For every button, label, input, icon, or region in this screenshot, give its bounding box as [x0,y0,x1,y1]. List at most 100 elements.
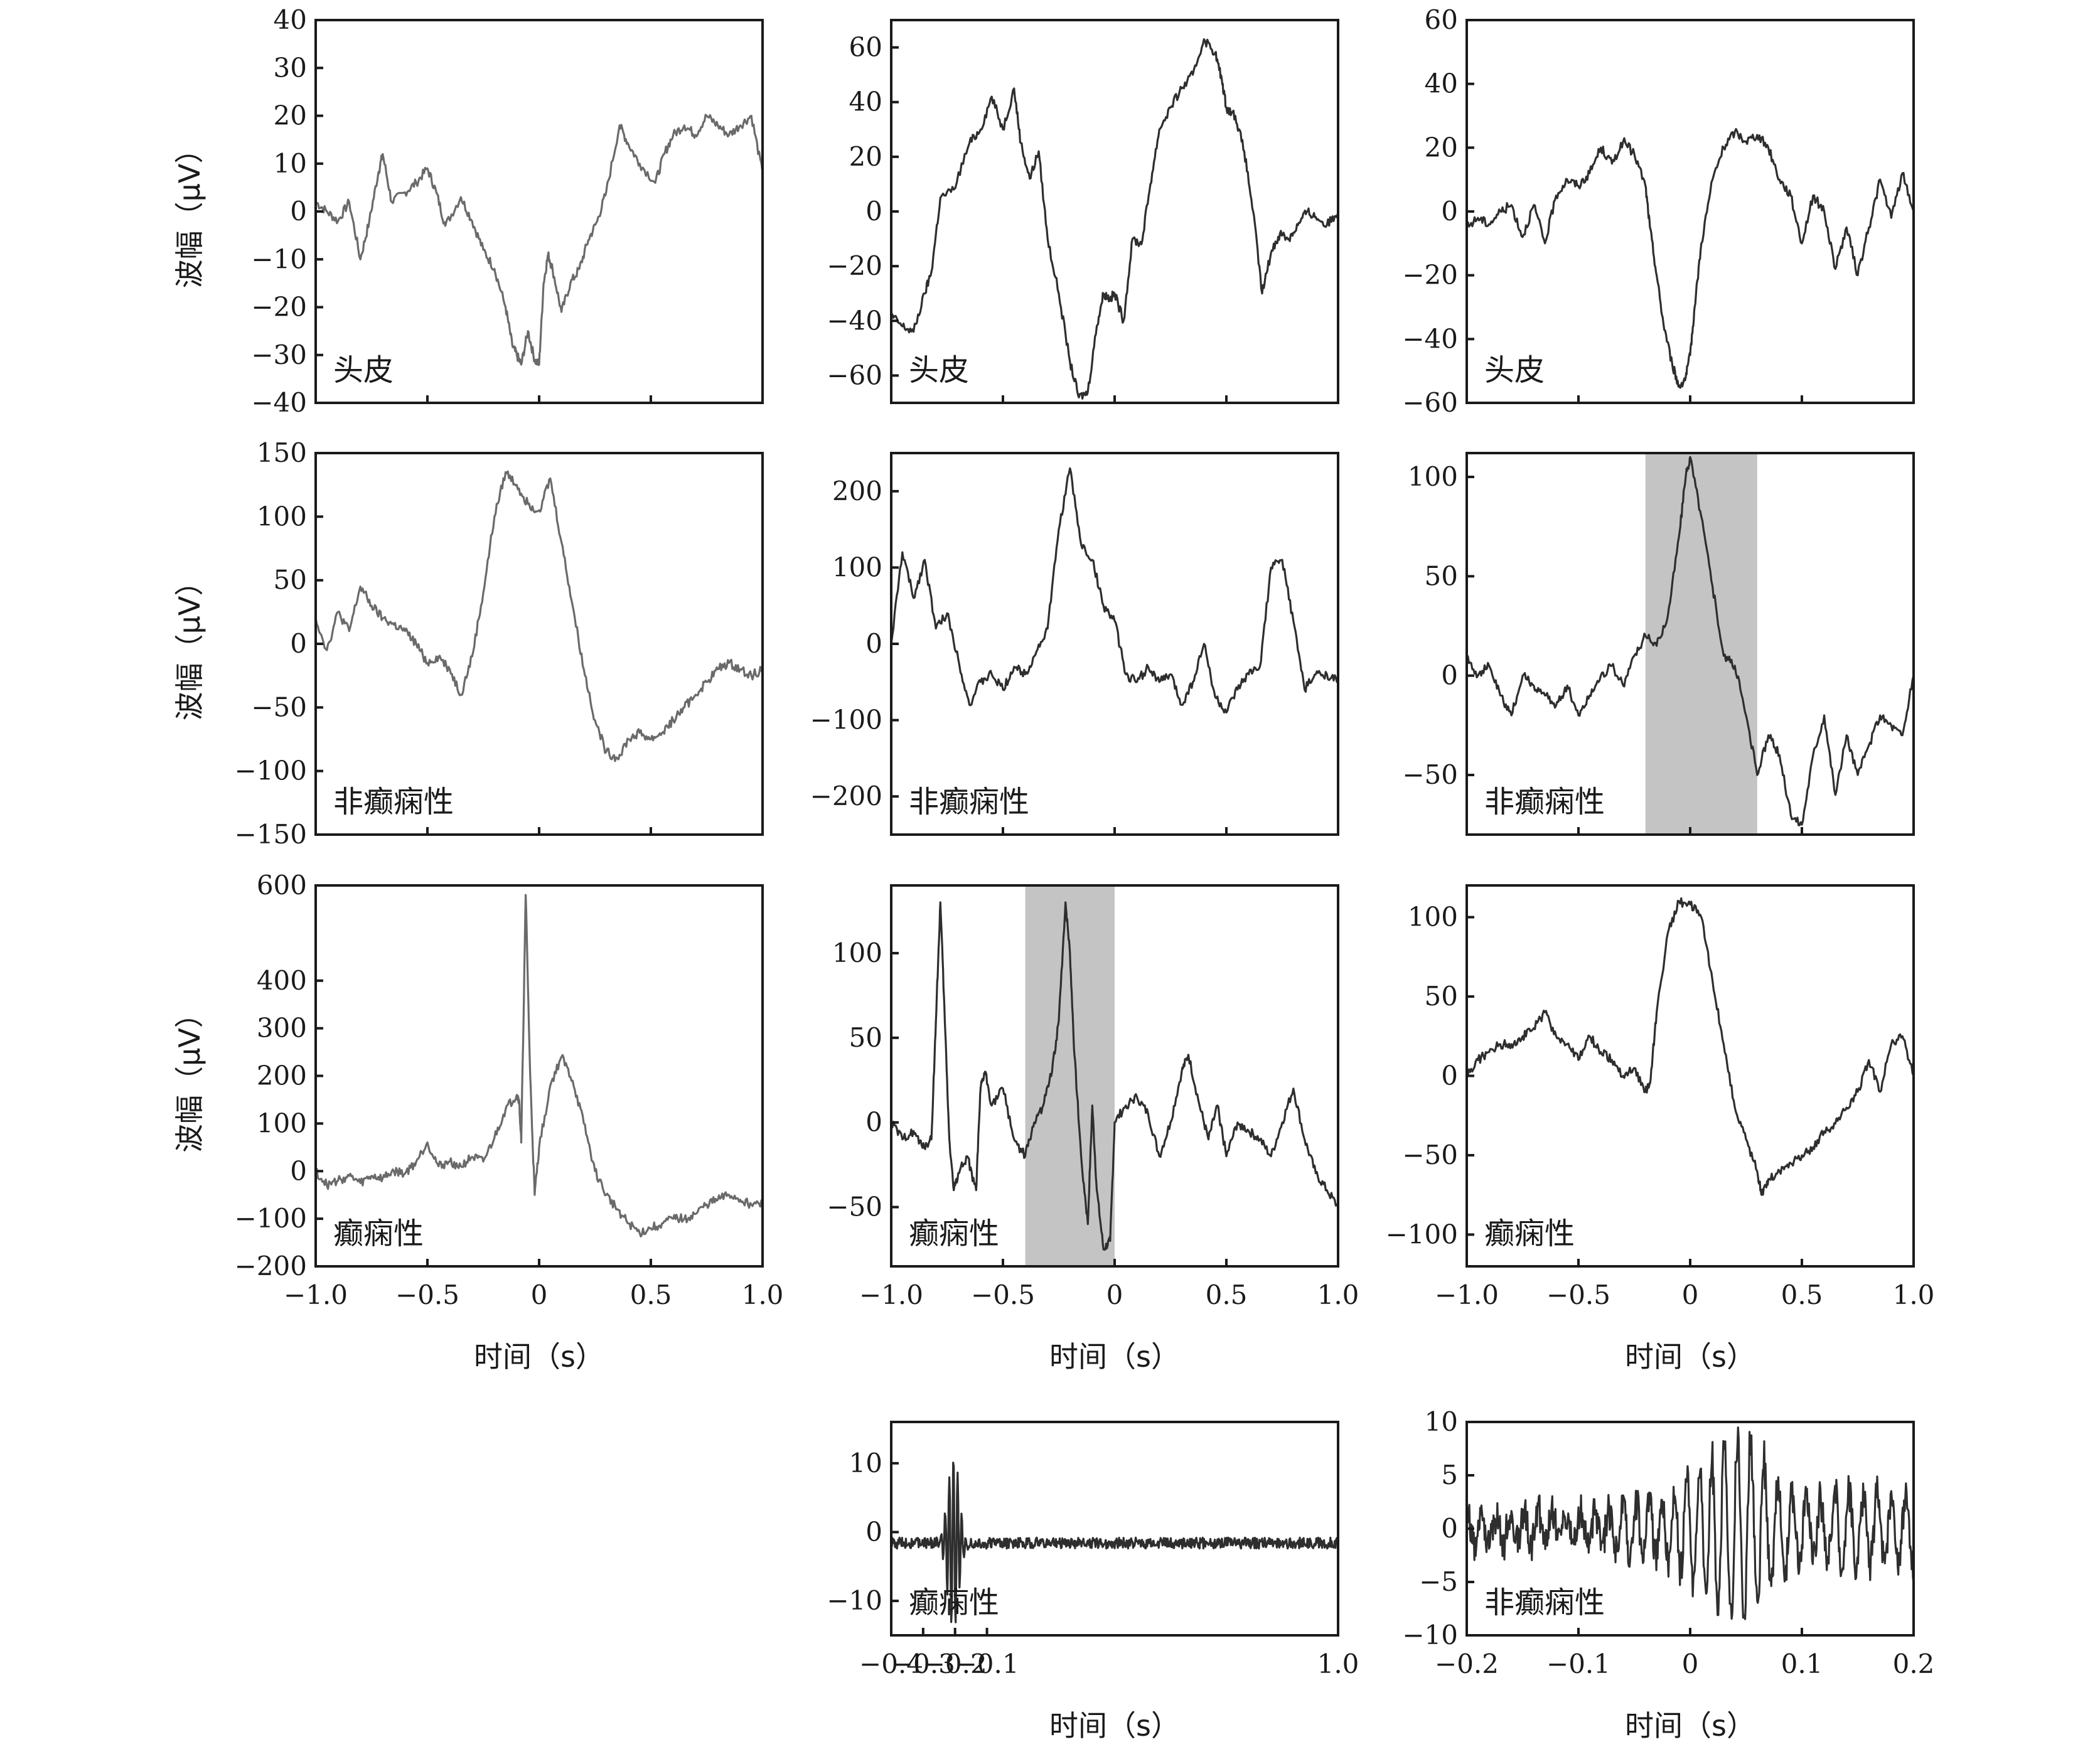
y-tick-label: −200 [235,1251,307,1281]
eeg-trace [316,114,763,366]
x-tick-label: −0.5 [1546,1280,1610,1310]
x-tick-label: 1.0 [1317,1280,1359,1310]
y-tick-label: −50 [251,692,307,722]
x-tick-label: 0 [531,1280,548,1310]
y-tick-label: 10 [849,1448,882,1478]
y-tick-label: −5 [1419,1566,1458,1597]
x-tick-label: 0.5 [1206,1280,1248,1310]
x-tick-label: −0.1 [955,1648,1019,1679]
panel-label: 非癫痫性 [1484,1585,1605,1620]
y-tick-label: −10 [827,1585,882,1616]
x-tick-label: 0 [1682,1280,1699,1310]
y-tick-label: 20 [849,141,882,172]
y-tick-label: −50 [1402,759,1458,790]
y-tick-label: 10 [274,148,307,179]
x-axis-label: 时间（s） [474,1340,604,1374]
y-tick-label: 0 [290,1155,307,1186]
panel-label: 癫痫性 [909,1585,999,1620]
y-tick-label: 0 [1441,1061,1458,1091]
eeg-trace [891,38,1338,400]
plot-frame [314,19,764,404]
panel-label: 头皮 [909,353,969,388]
panel-label: 癫痫性 [909,1216,999,1251]
y-tick-label: −40 [827,305,882,336]
plot-frame [890,19,1339,404]
eeg-trace [1467,897,1914,1196]
y-tick-label: 150 [257,437,307,468]
y-tick-label: −50 [1402,1140,1458,1170]
y-tick-label: −20 [1402,260,1458,291]
y-axis-label: 波幅（μV） [173,999,206,1153]
x-tick-label: −0.5 [395,1280,459,1310]
x-tick-label: −0.1 [1546,1648,1610,1679]
y-tick-label: −20 [251,292,307,323]
panel-label: 非癫痫性 [909,784,1029,820]
y-tick-label: 20 [1425,132,1458,163]
panel-label: 癫痫性 [1484,1216,1575,1251]
x-tick-label: 0.5 [630,1280,672,1310]
y-tick-label: 0 [290,628,307,659]
y-tick-label: 0 [1441,1513,1458,1544]
y-tick-label: 30 [274,52,307,83]
y-tick-label: −30 [251,339,307,370]
plot-frame [890,452,1339,836]
plot-frame [890,1421,1339,1637]
eeg-trace [891,467,1338,713]
x-axis-label: 时间（s） [1625,1709,1755,1742]
y-tick-label: −150 [235,819,307,850]
panel-p31: 600 400 300 200 100 0 −100 −200−1.0 −0.5 0 0.5 1.0 癫… [173,870,783,1374]
panel-label: 头皮 [1484,353,1545,388]
y-tick-label: 200 [832,476,882,506]
y-axis-label: 波幅（μV） [173,135,206,289]
y-tick-label: 100 [1408,461,1458,492]
y-tick-label: −40 [251,387,307,418]
y-tick-label: 300 [257,1013,307,1044]
y-tick-label: 100 [1408,902,1458,932]
eeg-trace [891,901,1338,1251]
eeg-trace [1467,456,1914,826]
panel-label: 头皮 [333,353,394,388]
panel-p12: 60 40 20 0 −20 −40 −60 头皮 [827,19,1339,404]
y-tick-label: 0 [865,196,882,227]
x-axis-label: 时间（s） [1625,1340,1755,1374]
y-tick-label: −60 [1402,387,1458,418]
y-tick-label: 0 [865,1107,882,1138]
y-tick-label: 40 [274,4,307,35]
x-tick-label: 1.0 [1893,1280,1935,1310]
x-tick-label: 0.5 [1781,1280,1823,1310]
y-tick-label: −200 [810,781,882,811]
y-tick-label: 0 [865,1516,882,1547]
x-tick-label: 0.2 [1893,1648,1935,1679]
y-tick-label: −10 [1402,1620,1458,1650]
x-axis-label: 时间（s） [1049,1340,1180,1374]
x-tick-label: −1.0 [859,1280,923,1310]
panel-p21: 150 100 50 0 −50 −100 −150 非癫痫性 波幅（μV） [173,437,764,850]
x-tick-label: −0.3 [891,1648,955,1679]
y-tick-label: −100 [235,1203,307,1234]
y-axis-label: 波幅（μV） [173,567,206,721]
y-tick-label: 100 [257,1108,307,1138]
y-tick-label: 10 [1425,1406,1458,1437]
y-tick-label: −10 [251,243,307,274]
y-tick-label: −100 [235,756,307,786]
y-tick-label: −20 [827,250,882,281]
eeg-trace [1467,1426,1914,1620]
y-tick-label: 100 [832,938,882,968]
plot-frame [1465,884,1915,1268]
y-tick-label: 50 [1425,560,1458,591]
highlight-band [1645,453,1757,835]
y-tick-label: 0 [1441,660,1458,691]
y-tick-label: 0 [1441,196,1458,227]
y-tick-label: 40 [849,87,882,117]
panel-p13: 60 40 20 0 −20 −40 −60 头皮 [1402,4,1915,418]
y-tick-label: −100 [810,705,882,735]
x-tick-label: 1.0 [1317,1648,1359,1679]
y-tick-label: 60 [1425,4,1458,35]
y-tick-label: 5 [1441,1460,1458,1490]
y-tick-label: −50 [827,1192,882,1222]
panel-label: 非癫痫性 [1484,784,1605,820]
y-tick-label: −60 [827,360,882,390]
